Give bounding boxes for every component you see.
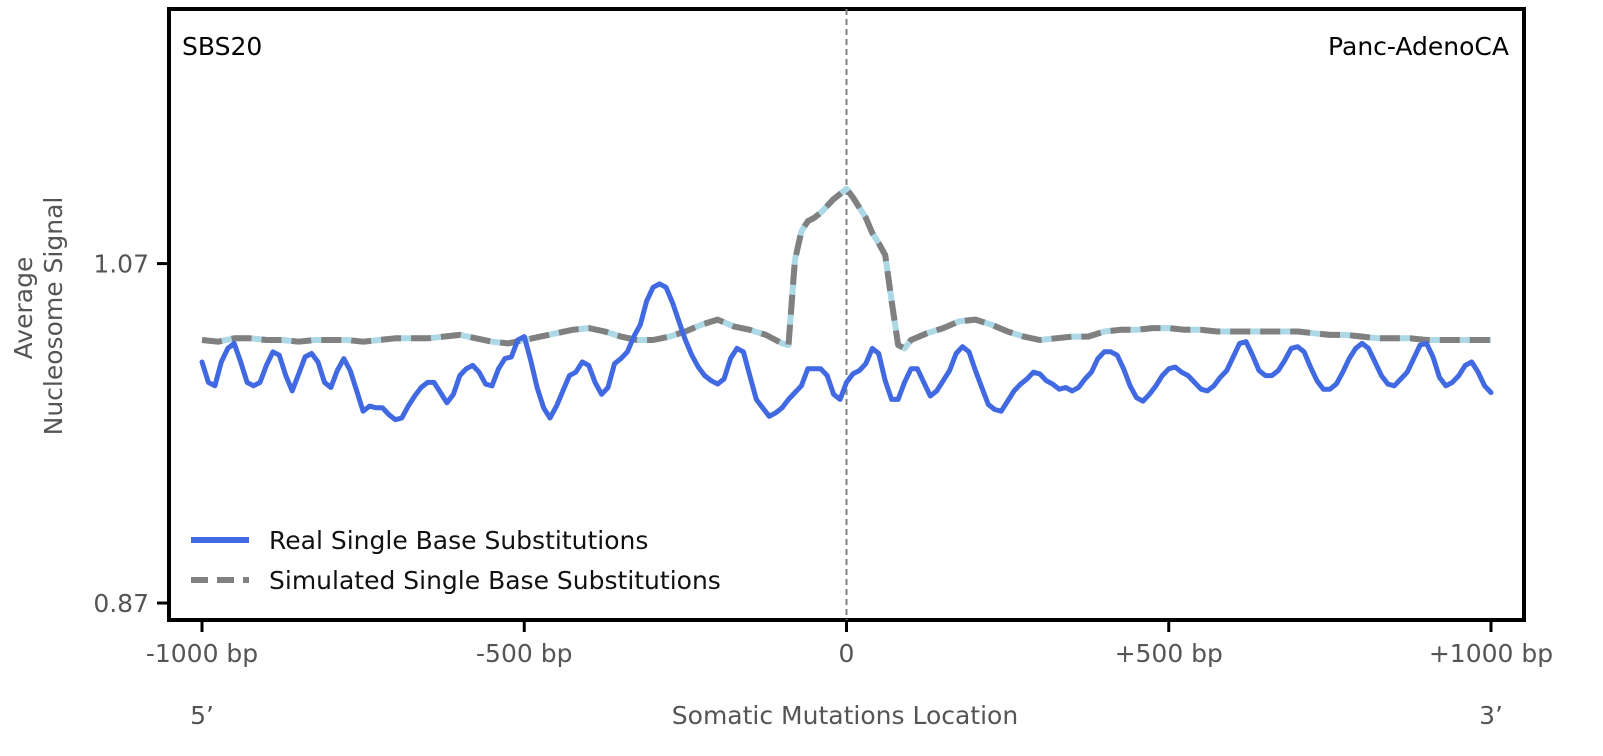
y-axis-title-line1: Average bbox=[9, 257, 38, 360]
y-axis-title-line2: Nucleosome Signal bbox=[39, 197, 68, 436]
legend-label-simulated: Simulated Single Base Substitutions bbox=[269, 566, 721, 595]
legend: Real Single Base Substitutions Simulated… bbox=[191, 526, 721, 595]
x-tick-label: -500 bp bbox=[476, 639, 572, 668]
x-tick-label: +500 bp bbox=[1115, 639, 1223, 668]
legend-label-real: Real Single Base Substitutions bbox=[269, 526, 648, 555]
x-axis-title: Somatic Mutations Location bbox=[672, 701, 1018, 730]
series-layer bbox=[199, 185, 1494, 423]
y-axis: 1.07 0.87 bbox=[93, 250, 167, 618]
strand-5prime-label: 5’ bbox=[190, 701, 214, 730]
strand-3prime-label: 3’ bbox=[1479, 701, 1503, 730]
y-tick-label: 0.87 bbox=[93, 589, 149, 618]
simulated-series-line bbox=[201, 185, 1491, 352]
x-tick-label: 0 bbox=[839, 639, 855, 668]
real-series-line bbox=[199, 281, 1494, 423]
y-axis-title: Average Nucleosome Signal bbox=[9, 197, 68, 436]
x-tick-label: -1000 bp bbox=[146, 639, 258, 668]
y-tick-label: 1.07 bbox=[93, 250, 149, 279]
signature-label: SBS20 bbox=[182, 32, 262, 61]
x-axis: -1000 bp -500 bp 0 +500 bp +1000 bp bbox=[146, 622, 1553, 668]
x-tick-label: +1000 bp bbox=[1429, 639, 1553, 668]
cancer-type-label: Panc-AdenoCA bbox=[1328, 32, 1509, 61]
